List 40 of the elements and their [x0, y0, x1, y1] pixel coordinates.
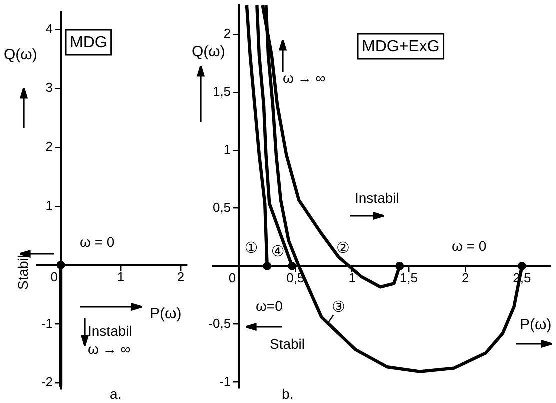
- text: MDG+ExG: [362, 38, 440, 56]
- annotation: ω=0: [256, 298, 284, 314]
- x-tick-label: 1,5: [400, 270, 418, 286]
- x-tick-label: 0: [228, 270, 236, 286]
- series-label: ②: [336, 238, 350, 257]
- annotation: ω = 0: [80, 234, 115, 250]
- annotation: Stabil: [270, 336, 306, 352]
- y-tick-label: 2: [46, 139, 53, 154]
- annotation: ω = 0: [452, 238, 487, 254]
- y-tick-label: 2: [224, 26, 232, 42]
- x-tick-label: 0: [50, 269, 58, 284]
- annotation: b.: [282, 386, 294, 402]
- y-axis-title: Q(ω): [192, 44, 226, 61]
- y-tick-label: 1,5: [212, 84, 232, 100]
- y-tick-label: 0,5: [212, 200, 232, 215]
- x-tick-label: 2: [177, 269, 185, 284]
- annotation: a.: [110, 386, 122, 402]
- x-tick-label: 1: [348, 270, 356, 286]
- y-tick-label: -1: [219, 374, 232, 389]
- y-tick-label: 3: [46, 80, 53, 96]
- text: Stabil: [14, 254, 31, 290]
- annotation: Instabil: [88, 322, 132, 339]
- y-tick-label: -0,5: [208, 316, 232, 331]
- text: MDG: [70, 34, 108, 52]
- x-axis-title: P(ω): [520, 316, 552, 334]
- annotation: ω → ∞: [283, 70, 326, 86]
- x-axis-title: P(ω): [150, 306, 182, 323]
- annotation: Instabil: [355, 190, 400, 206]
- y-axis-title: Q(ω): [4, 46, 38, 64]
- series-label: ①: [244, 238, 258, 257]
- y-tick-label: 1: [46, 198, 53, 213]
- y-tick-label: -1: [41, 316, 53, 331]
- y-tick-label: 4: [46, 21, 53, 36]
- series-label: ③: [332, 298, 346, 316]
- annotation: ω → ∞: [88, 340, 131, 357]
- y-tick-label: -2: [41, 374, 53, 390]
- y-tick-label: 1: [224, 142, 232, 157]
- x-tick-label: 1: [117, 269, 125, 284]
- series-label: ④: [271, 242, 285, 260]
- x-tick-label: 2: [462, 270, 470, 286]
